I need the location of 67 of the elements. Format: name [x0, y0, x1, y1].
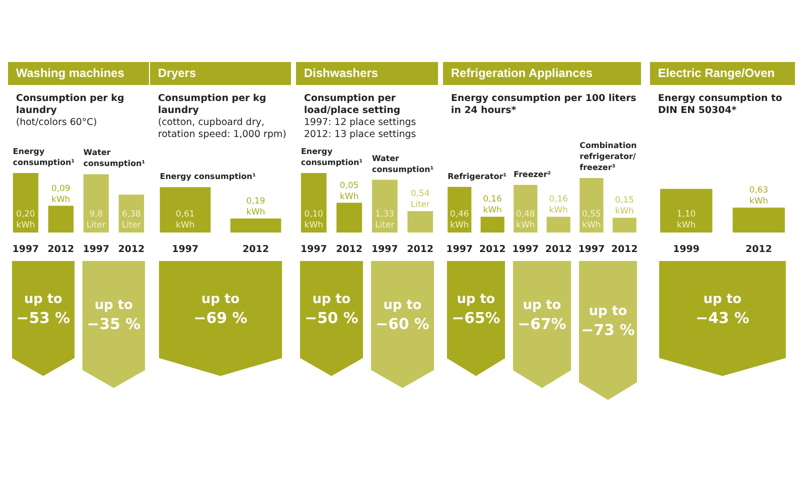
text: up to −60 % [374, 296, 430, 332]
series-label: Water consumption¹ [372, 154, 434, 174]
x-tick-label: 1997 [82, 244, 110, 255]
data-label: 9,8 Liter [86, 210, 106, 231]
x-tick-label: 2012 [479, 244, 506, 255]
data-label: 0,63 kWh [749, 186, 768, 207]
data-label: 0,10 kWh [304, 210, 324, 231]
chart-subtitle: Energy consumption per 100 liters in 24 hours* [451, 93, 638, 117]
series-label: Energy consumption¹ [160, 172, 256, 182]
series-label: Energy consumption¹ [300, 147, 364, 167]
x-tick-label: 2012 [407, 244, 434, 255]
x-tick-label: 1997 [446, 244, 473, 255]
data-label: 0,19 kWh [246, 196, 266, 218]
series-label: Combination refrigerator/ freezer³ [580, 140, 637, 172]
x-tick-label: 2012 [746, 244, 772, 255]
chart-title: Refrigeration Appliances [443, 62, 641, 85]
text: up to −43 % [694, 290, 750, 326]
data-label: 0,15 kWh [615, 196, 634, 217]
text: up to −53 % [15, 290, 72, 326]
x-tick-label: 1997 [578, 244, 605, 255]
data-label: 0,48 kWh [516, 210, 535, 231]
x-tick-label: 2012 [545, 244, 572, 255]
data-label: 0,46 kWh [450, 210, 469, 231]
data-label: 1,10 kWh [676, 210, 696, 231]
text: up to −67% [516, 296, 568, 332]
series-label: Energy consumption¹ [12, 147, 76, 167]
chart-subtitle: Consumption per load/place setting 1997: 12 place settings 2012: 13 place settings [304, 93, 417, 141]
x-tick-label: 2012 [48, 244, 74, 255]
data-label: 0,54 Liter [410, 189, 430, 210]
chart-title: Dryers [150, 62, 291, 85]
x-tick-label: 2012 [336, 244, 362, 255]
text: up to −73 % [580, 302, 636, 338]
data-label: 0,20 kWh [16, 210, 36, 231]
x-tick-label: 2012 [118, 244, 145, 255]
data-label: 6,38 Liter [122, 210, 142, 231]
bar [480, 216, 504, 233]
chart-title: Dishwashers [296, 62, 438, 85]
series-label: Water consumption¹ [83, 148, 146, 168]
bar [546, 216, 570, 233]
text: up to −35 % [86, 296, 142, 332]
x-tick-label: 2012 [242, 244, 269, 255]
series-label: Refrigerator¹ [448, 172, 508, 181]
data-label: 0,05 kWh [340, 180, 359, 202]
data-label: 1,33 Liter [375, 210, 395, 231]
x-tick-label: 1997 [12, 244, 39, 255]
x-tick-label: 1997 [300, 244, 327, 255]
data-label: 0,55 kWh [582, 210, 601, 231]
x-tick-label: 2012 [611, 244, 638, 255]
data-label: 0,16 kWh [483, 194, 502, 216]
chart-subtitle: Consumption per kg laundry (hot/colors 60°C) [16, 93, 126, 129]
bar [612, 218, 636, 233]
text: up to −69 % [192, 290, 248, 326]
series-label: Freezer² [514, 170, 552, 179]
chart-title: Electric Range/Oven [650, 62, 795, 85]
x-tick-label: 1997 [372, 244, 398, 255]
chart-subtitle: Consumption per kg laundry (cotton, cupboard dry, rotation speed: 1,000 rpm) [158, 93, 288, 141]
text: up to −65% [450, 290, 502, 326]
chart-title: Washing machines [8, 62, 149, 85]
bar [580, 178, 604, 233]
data-label: 0,61 kWh [176, 210, 195, 231]
x-tick-label: 1997 [512, 244, 539, 255]
text: up to −50 % [304, 290, 360, 326]
x-tick-label: 1999 [673, 244, 700, 255]
x-tick-label: 1997 [172, 244, 198, 255]
data-label: 0,16 kWh [549, 194, 568, 216]
data-label: 0,09 kWh [51, 184, 70, 205]
chart-subtitle: Energy consumption to DIN EN 50304* [658, 93, 784, 117]
